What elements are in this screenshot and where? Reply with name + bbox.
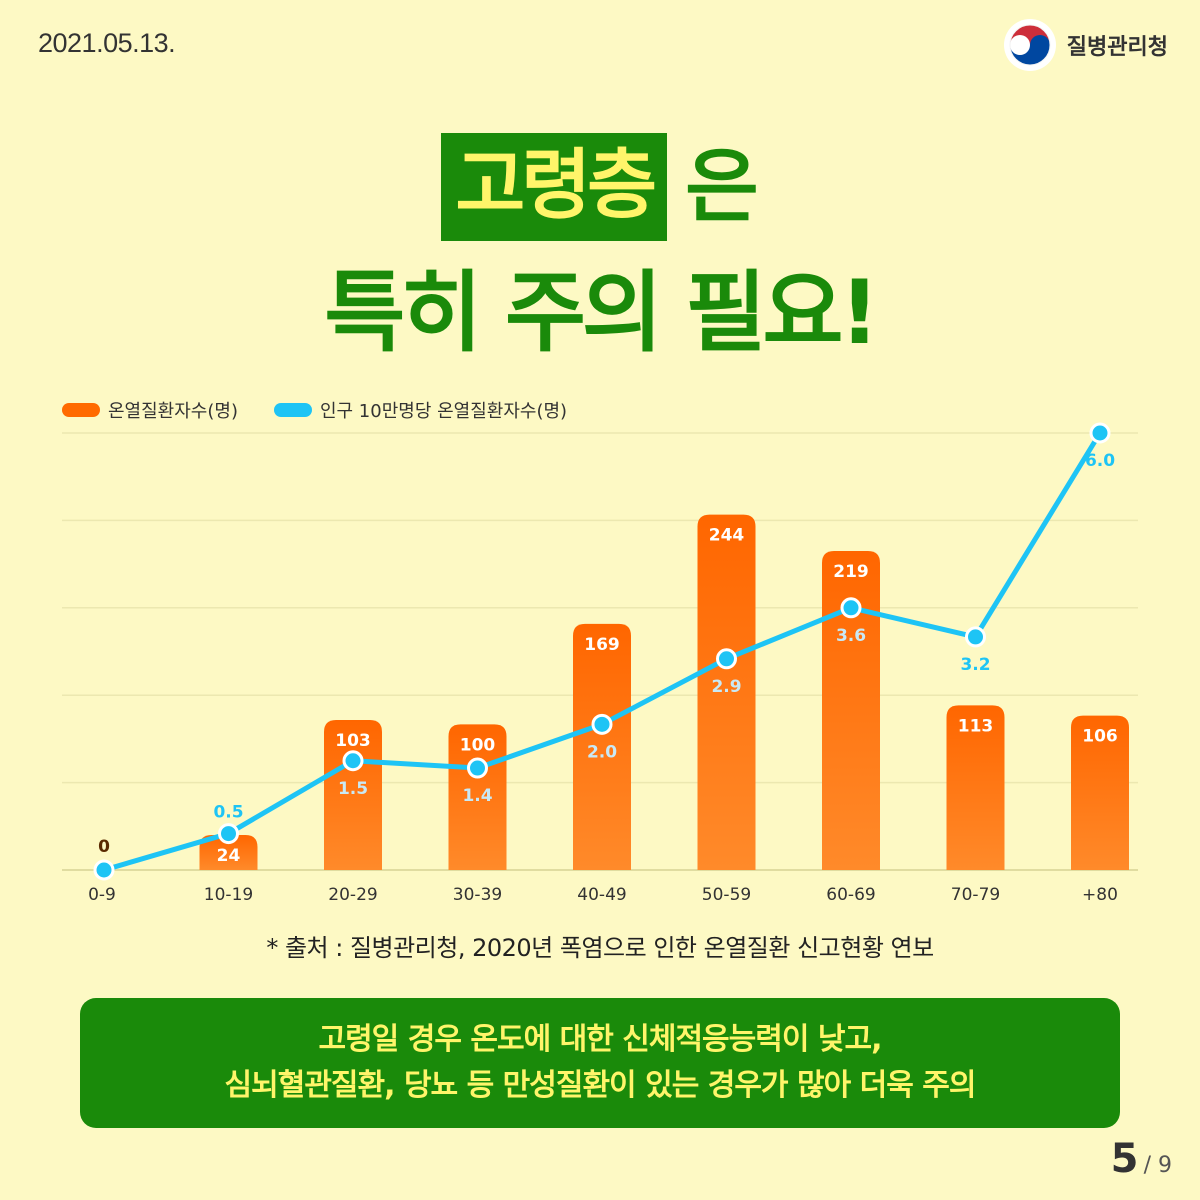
line-point <box>716 648 737 670</box>
agency-brand: 질병관리청 <box>1003 18 1168 72</box>
x-tick-label: 40-49 <box>577 885 626 905</box>
line-point <box>467 757 488 779</box>
bar <box>324 719 382 870</box>
legend-swatch-line <box>273 403 312 417</box>
bar <box>199 835 258 870</box>
title-highlight: 고령층 <box>441 133 668 241</box>
x-tick-label: 70-79 <box>951 885 1000 905</box>
bar <box>573 623 631 870</box>
line-point <box>965 626 986 648</box>
line-value-label: 2.0 <box>587 742 617 762</box>
line-value-label: 3.6 <box>836 626 866 646</box>
line-value-label: 1.5 <box>338 779 368 799</box>
legend-label-line: 인구 10만명당 온열질환자수(명) <box>319 401 568 422</box>
line-point <box>218 823 239 845</box>
title-line2: 특히 주의 필요! <box>324 261 879 364</box>
banner-line2: 심뇌혈관질환, 당뇨 등 만성질환이 있는 경우가 많아 더욱 주의 <box>224 1068 977 1103</box>
line-value-label: 6.0 <box>1085 451 1115 471</box>
title-line1: 고령층 은 <box>0 132 1200 242</box>
bar-value-label: 219 <box>833 562 869 582</box>
agency-name: 질병관리청 <box>1066 35 1168 60</box>
bar-value-label: 113 <box>958 716 994 736</box>
page-indicator: 5 / 9 <box>1111 1136 1172 1182</box>
line-series: 0.5 1.5 1.4 2.0 2.9 3.6 3.2 6.0 <box>93 422 1115 881</box>
legend-label-bars: 온열질환자수(명) <box>108 401 238 422</box>
bar-value-label: 103 <box>335 731 371 751</box>
x-tick-label: 0-9 <box>88 885 116 905</box>
line-value-label: 1.4 <box>462 786 492 806</box>
x-tick-label: +80 <box>1082 885 1118 905</box>
bar <box>946 705 1005 870</box>
line-point <box>342 750 364 772</box>
line-point <box>93 859 115 881</box>
bar <box>697 514 756 870</box>
bar-value-label: 100 <box>460 735 496 755</box>
x-tick-label: 30-39 <box>453 885 502 905</box>
line-point <box>591 713 613 735</box>
line-point <box>840 597 862 619</box>
x-tick-label: 20-29 <box>328 885 377 905</box>
x-tick-label: 60-69 <box>826 885 875 905</box>
legend-item-line: 인구 10만명당 온열질환자수(명) <box>273 397 568 423</box>
legend-swatch-bars <box>62 403 100 417</box>
line-value-label: 3.2 <box>960 655 990 675</box>
x-tick-label: 10-19 <box>204 885 253 905</box>
bar-value-label: 244 <box>709 526 745 546</box>
date: 2021.05.13. <box>38 28 176 58</box>
x-axis: 0-9 10-19 20-29 30-39 40-49 50-59 60-69 70-79 +8… <box>88 885 1118 905</box>
bar-value-label: 24 <box>217 846 241 866</box>
bar-series: 0 24 103 100 169 244 219 113 106 <box>98 514 1129 870</box>
title-particle: 은 <box>685 140 759 233</box>
bar <box>822 550 880 870</box>
legend-item-bars: 온열질환자수(명) <box>62 397 238 423</box>
line-value-label: 0.5 <box>213 803 243 823</box>
bar-value-label: 0 <box>98 837 110 857</box>
taegeuk-logo-icon <box>1003 19 1056 71</box>
x-tick-label: 50-59 <box>702 885 751 905</box>
chart-legend: 온열질환자수(명) 인구 10만명당 온열질환자수(명) <box>62 397 567 423</box>
bar-value-label: 106 <box>1082 727 1118 747</box>
page-current: 5 <box>1110 1136 1139 1182</box>
page-total: / 9 <box>1143 1153 1172 1178</box>
line-point <box>1089 422 1111 444</box>
banner-line1: 고령일 경우 온도에 대한 신체적응능력이 낮고, <box>318 1022 882 1057</box>
line-value-label: 2.9 <box>711 677 741 697</box>
bar-value-label: 169 <box>584 635 620 655</box>
bar <box>1071 715 1129 870</box>
notice-banner: 고령일 경우 온도에 대한 신체적응능력이 낮고, 심뇌혈관질환, 당뇨 등 만… <box>80 998 1120 1128</box>
source-note: * 출처 : 질병관리청, 2020년 폭염으로 인한 온열질환 신고현황 연보 <box>266 934 934 962</box>
